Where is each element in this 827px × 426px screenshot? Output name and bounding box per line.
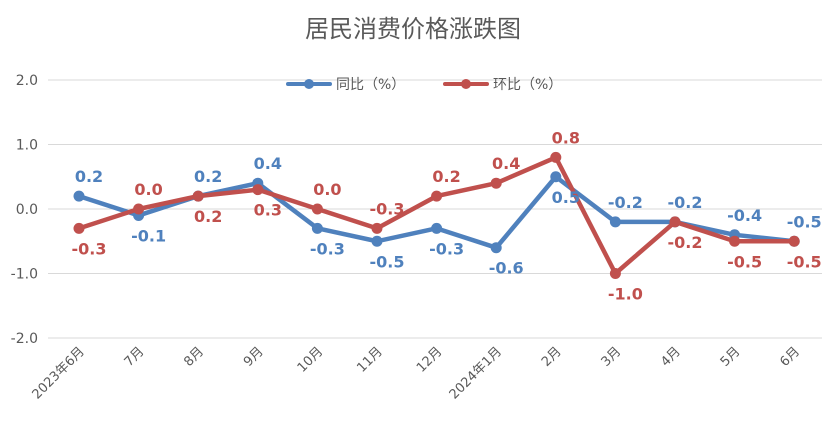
point-mom bbox=[252, 184, 264, 196]
data-label-mom: 0.0 bbox=[313, 180, 341, 199]
x-tick-label: 8月 bbox=[181, 344, 207, 370]
point-yoy bbox=[311, 222, 323, 234]
point-yoy bbox=[550, 171, 562, 183]
x-tick-label: 5月 bbox=[718, 344, 744, 370]
data-label-yoy: -0.5 bbox=[370, 252, 405, 271]
data-label-mom: -0.3 bbox=[370, 199, 405, 218]
x-tick-label: 11月 bbox=[354, 344, 385, 375]
series-group bbox=[73, 151, 800, 279]
data-label-yoy: -0.2 bbox=[668, 193, 703, 212]
point-mom bbox=[311, 203, 323, 215]
data-labels: 0.2 -0.1 0.2 0.4 -0.3 -0.5 -0.3 -0.6 0.5 -0.2 -0.2… bbox=[72, 128, 822, 303]
point-yoy bbox=[490, 242, 502, 254]
x-tick-label: 9月 bbox=[241, 344, 267, 370]
x-tick-label: 2023年6月 bbox=[30, 344, 88, 402]
x-axis-ticks: 2023年6月 7月 8月 9月 10月 11月 12月 2024年1月 2月 3月 4月 5月 6月 bbox=[30, 344, 803, 402]
data-label-mom: 0.4 bbox=[492, 154, 520, 173]
data-label-yoy: -0.6 bbox=[489, 259, 524, 278]
chart-title: 居民消费价格涨跌图 bbox=[305, 15, 521, 43]
x-tick-label: 10月 bbox=[295, 344, 326, 375]
data-label-mom: -0.2 bbox=[668, 233, 703, 252]
data-label-mom: 0.8 bbox=[552, 128, 580, 147]
gridlines bbox=[48, 79, 822, 339]
x-tick-label: 3月 bbox=[599, 344, 625, 370]
data-label-yoy: -0.1 bbox=[131, 226, 166, 245]
data-label-mom: -0.5 bbox=[787, 252, 822, 271]
y-tick-label: -2.0 bbox=[11, 331, 38, 347]
data-label-yoy: -0.3 bbox=[429, 239, 464, 258]
point-mom bbox=[550, 151, 562, 163]
data-label-yoy: -0.3 bbox=[310, 239, 345, 258]
point-mom bbox=[192, 190, 204, 202]
data-label-yoy: 0.5 bbox=[552, 188, 580, 207]
point-mom bbox=[133, 203, 145, 215]
x-tick-label: 7月 bbox=[122, 344, 148, 370]
data-label-mom: 0.2 bbox=[194, 207, 222, 226]
point-mom bbox=[609, 268, 621, 279]
legend-label-yoy: 同比（%） bbox=[336, 77, 405, 93]
data-label-mom: 0.0 bbox=[134, 180, 162, 199]
legend-marker-mom bbox=[461, 79, 471, 89]
x-tick-label: 2024年1月 bbox=[447, 344, 505, 402]
point-mom bbox=[490, 177, 502, 189]
x-tick-label: 12月 bbox=[414, 344, 445, 375]
point-mom bbox=[788, 235, 800, 247]
data-label-mom: -1.0 bbox=[608, 285, 643, 304]
y-axis-ticks: 2.0 1.0 0.0 -1.0 -2.0 bbox=[11, 73, 38, 347]
data-label-mom: 0.3 bbox=[254, 201, 282, 220]
y-tick-label: 2.0 bbox=[16, 73, 38, 89]
data-label-yoy: -0.4 bbox=[727, 206, 762, 225]
point-yoy bbox=[609, 216, 621, 228]
legend: 同比（%） 环比（%） bbox=[286, 77, 562, 93]
data-label-yoy: 0.2 bbox=[194, 167, 222, 186]
data-label-mom: -0.3 bbox=[72, 239, 107, 258]
legend-label-mom: 环比（%） bbox=[493, 77, 562, 93]
data-label-mom: 0.2 bbox=[432, 167, 460, 186]
data-label-yoy: 0.4 bbox=[254, 154, 282, 173]
data-label-yoy: 0.2 bbox=[75, 167, 103, 186]
point-yoy bbox=[73, 190, 85, 202]
y-tick-label: 1.0 bbox=[16, 138, 38, 154]
data-label-mom: -0.5 bbox=[727, 252, 762, 271]
point-mom bbox=[371, 222, 383, 234]
point-yoy bbox=[431, 222, 443, 234]
x-tick-label: 2月 bbox=[539, 344, 565, 370]
legend-marker-yoy bbox=[304, 79, 314, 89]
x-tick-label: 4月 bbox=[658, 344, 684, 370]
point-mom bbox=[431, 190, 443, 202]
point-mom bbox=[669, 216, 681, 228]
y-tick-label: -1.0 bbox=[11, 267, 38, 283]
point-yoy bbox=[371, 235, 383, 247]
data-label-yoy: -0.2 bbox=[608, 193, 643, 212]
point-mom bbox=[729, 235, 741, 247]
data-label-yoy: -0.5 bbox=[787, 212, 822, 231]
y-tick-label: 0.0 bbox=[16, 202, 38, 218]
point-mom bbox=[73, 222, 85, 234]
x-tick-label: 6月 bbox=[777, 344, 803, 370]
